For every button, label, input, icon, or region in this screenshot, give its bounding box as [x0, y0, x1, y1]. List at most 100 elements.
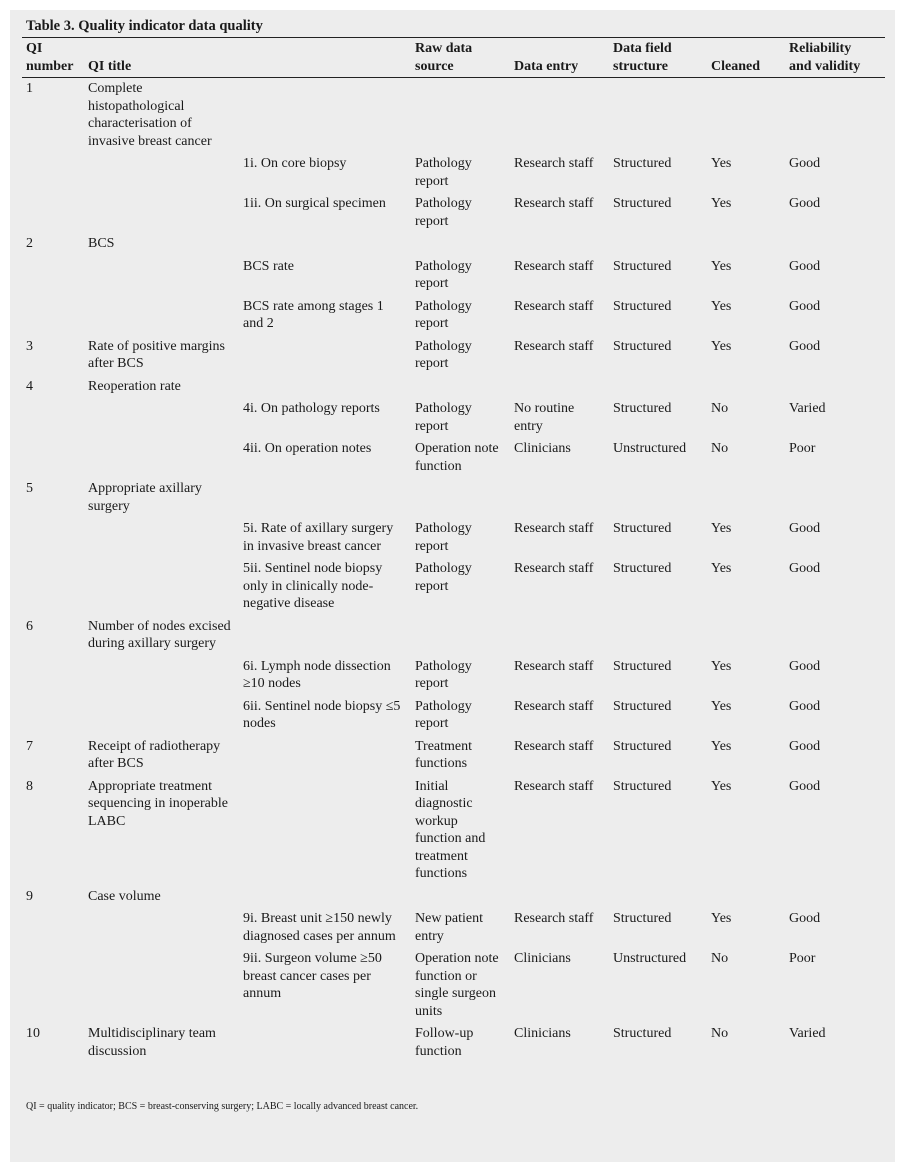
table-cell: Yes — [711, 911, 732, 926]
table-cell: Good — [789, 658, 821, 674]
table-cell: Structured — [613, 698, 672, 714]
table-cell: Good — [789, 156, 821, 171]
table-cell: Pathology report — [415, 698, 472, 732]
table-cell: Yes — [711, 698, 732, 714]
table-cell: Number of nodes excised during axillary … — [88, 618, 231, 652]
table-cell: Yes — [711, 778, 732, 794]
table-cell: 9 — [26, 888, 33, 904]
data-table: QI number QI title Raw data source Data entry… — [22, 37, 885, 1063]
table-cell: Clinicians — [514, 441, 571, 456]
table-cell — [510, 616, 609, 656]
table-cell — [239, 616, 411, 656]
table-cell: Appropriate axillary surgery — [88, 481, 202, 514]
table-row: 9i. Breast unit ≥150 newly diagnosed cas… — [22, 908, 885, 948]
column-header: Data field structure — [609, 37, 707, 78]
table-cell: Structured — [613, 401, 672, 416]
table-cell — [22, 153, 84, 193]
table-cell: Appropriate treatment sequencing in inop… — [88, 778, 228, 829]
table-cell — [785, 376, 885, 399]
table-cell: Structured — [613, 258, 672, 274]
table-cell: No — [711, 1026, 729, 1041]
column-header: QI title — [84, 37, 239, 78]
table-cell — [239, 478, 411, 518]
table-cell: Structured — [613, 156, 672, 171]
header-line: and validity — [789, 58, 861, 74]
table-cell — [411, 616, 510, 656]
column-header — [239, 37, 411, 78]
table-title: Table 3. Quality indicator data quality — [26, 18, 263, 34]
table-cell: Yes — [711, 521, 732, 536]
table-cell: 5 — [26, 481, 33, 496]
header-line: QI — [26, 41, 43, 56]
table-cell: Good — [789, 561, 821, 576]
table-cell: Research staff — [514, 911, 594, 926]
table-cell: Research staff — [514, 521, 594, 536]
table-cell: Good — [789, 196, 821, 211]
table-cell — [707, 376, 785, 399]
table-row: 1 Complete histopathological characterisa… — [22, 78, 885, 154]
table-cell — [785, 478, 885, 518]
table-cell: Varied — [789, 1026, 826, 1041]
table-cell — [22, 518, 84, 558]
table-cell — [785, 233, 885, 256]
table-cell: Yes — [711, 156, 732, 171]
table-cell — [707, 616, 785, 656]
table-cell — [22, 398, 84, 438]
table-cell — [707, 233, 785, 256]
table-cell: 6ii. Sentinel node biopsy ≤5 nodes — [243, 698, 401, 732]
table-cell — [84, 696, 239, 736]
header-row: QI number QI title Raw data source Data entry… — [22, 37, 885, 78]
table-cell: Structured — [613, 298, 672, 314]
table-cell: BCS rate among stages 1 and 2 — [243, 298, 384, 332]
table-cell: Poor — [789, 951, 816, 966]
table-cell — [239, 736, 411, 776]
table-row: 8 Appropriate treatment sequencing in ino… — [22, 776, 885, 886]
table-cell — [84, 948, 239, 1023]
table-cell: Case volume — [88, 888, 161, 904]
table-row: BCS rate Pathology report Research staff St… — [22, 256, 885, 296]
table-cell — [84, 518, 239, 558]
table-cell: Research staff — [514, 298, 594, 314]
table-cell: Structured — [613, 521, 672, 536]
table-row: 9ii. Surgeon volume ≥50 breast cancer ca… — [22, 948, 885, 1023]
table-cell: Yes — [711, 196, 732, 211]
table-row: 4 Reoperation rate — [22, 376, 885, 399]
table-cell: 4ii. On operation notes — [243, 441, 372, 456]
header-line: Data field — [613, 41, 672, 56]
header-line: Cleaned — [711, 58, 760, 74]
table-row: 10 Multidisciplinary team discussion Follo… — [22, 1023, 885, 1063]
table-cell: 6i. Lymph node dissection ≥10 nodes — [243, 658, 391, 692]
table-cell: 1 — [26, 81, 33, 96]
table-cell: 4i. On pathology reports — [243, 401, 380, 416]
table-cell — [609, 616, 707, 656]
table-cell: No — [711, 951, 729, 966]
footnote: QI = quality indicator; BCS = breast-con… — [26, 1101, 419, 1112]
table-cell: Receipt of radiotherapy after BCS — [88, 738, 221, 772]
table-cell: Yes — [711, 658, 732, 674]
table-cell — [510, 233, 609, 256]
table-cell — [239, 336, 411, 376]
table-cell: Good — [789, 911, 821, 926]
table-cell: Unstructured — [613, 951, 687, 966]
table-cell — [22, 558, 84, 616]
table-cell: Yes — [711, 258, 732, 274]
table-cell: Clinicians — [514, 1026, 571, 1041]
table-cell — [84, 558, 239, 616]
table-cell: Structured — [613, 561, 672, 576]
table-cell — [84, 398, 239, 438]
table-cell — [707, 478, 785, 518]
header-line: source — [415, 58, 454, 74]
table-cell — [609, 376, 707, 399]
table-cell: No — [711, 441, 729, 456]
table-cell: Yes — [711, 338, 732, 354]
table-cell — [510, 886, 609, 909]
table-cell — [411, 478, 510, 518]
table-cell: BCS rate — [243, 258, 294, 274]
column-header: Data entry — [510, 37, 609, 78]
table-cell: Yes — [711, 561, 732, 576]
table-cell: Pathology report — [415, 298, 472, 332]
table-cell — [239, 233, 411, 256]
column-header: Cleaned — [707, 37, 785, 78]
table-cell — [22, 296, 84, 336]
